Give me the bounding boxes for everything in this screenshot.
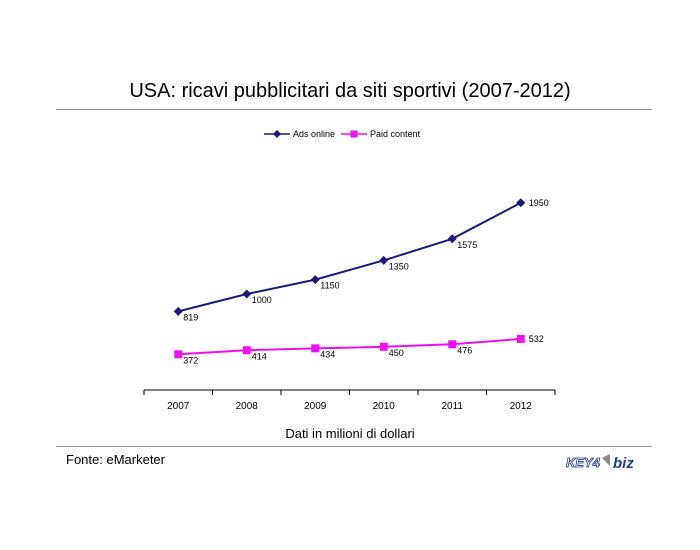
chart-title: USA: ricavi pubblicitari da siti sportiv… [129, 80, 571, 102]
data-point-ads-online [516, 198, 526, 208]
data-label: 1350 [389, 261, 409, 271]
data-label: 532 [529, 334, 544, 344]
data-point-ads-online [242, 289, 252, 299]
data-label: 414 [252, 351, 267, 361]
data-point-ads-online [379, 255, 389, 265]
data-label: 450 [389, 348, 404, 358]
series-line-paid-content [178, 337, 521, 356]
data-point-ads-online [310, 275, 320, 285]
data-label: 1575 [457, 240, 477, 250]
data-label: 476 [457, 345, 472, 355]
data-point-paid-content [448, 340, 457, 349]
legend-marker-ads-online [264, 130, 290, 138]
key4biz-logo: KEY4 biz [566, 454, 634, 472]
series-line-ads-online [178, 201, 522, 313]
x-tick-label: 2007 [167, 401, 190, 412]
legend-label-paid-content: Paid content [370, 129, 421, 139]
logo-text-biz: biz [613, 455, 634, 472]
units-note: Dati in milioni di dollari [285, 426, 415, 441]
title-divider [56, 109, 652, 110]
chart-legend: Ads online Paid content [264, 129, 426, 139]
legend-label-ads-online: Ads online [293, 129, 336, 139]
data-label: 1950 [529, 198, 549, 208]
logo-text-key: KEY4 [566, 455, 601, 470]
data-point-paid-content [174, 350, 183, 359]
data-point-ads-online [447, 234, 457, 244]
x-tick-label: 2008 [236, 401, 259, 412]
data-point-paid-content [379, 342, 388, 351]
data-label: 434 [320, 349, 335, 359]
source-label: Fonte: eMarketer [66, 452, 165, 467]
data-point-paid-content [516, 334, 525, 343]
x-tick-label: 2009 [304, 401, 327, 412]
legend-marker-paid-content [341, 130, 368, 138]
x-tick-label: 2012 [510, 401, 533, 412]
data-label: 1000 [252, 295, 272, 305]
data-point-paid-content [242, 346, 251, 355]
data-label: 372 [183, 355, 198, 365]
legend-entry-ads-online: Ads online [264, 129, 335, 139]
x-tick-label: 2011 [441, 401, 463, 412]
data-point-ads-online [173, 306, 183, 316]
x-tick-label: 2010 [373, 401, 396, 412]
data-point-paid-content [311, 344, 320, 353]
data-label: 819 [183, 312, 198, 322]
logo-arrow-icon [602, 454, 610, 466]
legend-entry-paid-content: Paid content [341, 129, 420, 139]
data-label: 1150 [320, 281, 339, 291]
footer-divider [56, 446, 652, 447]
